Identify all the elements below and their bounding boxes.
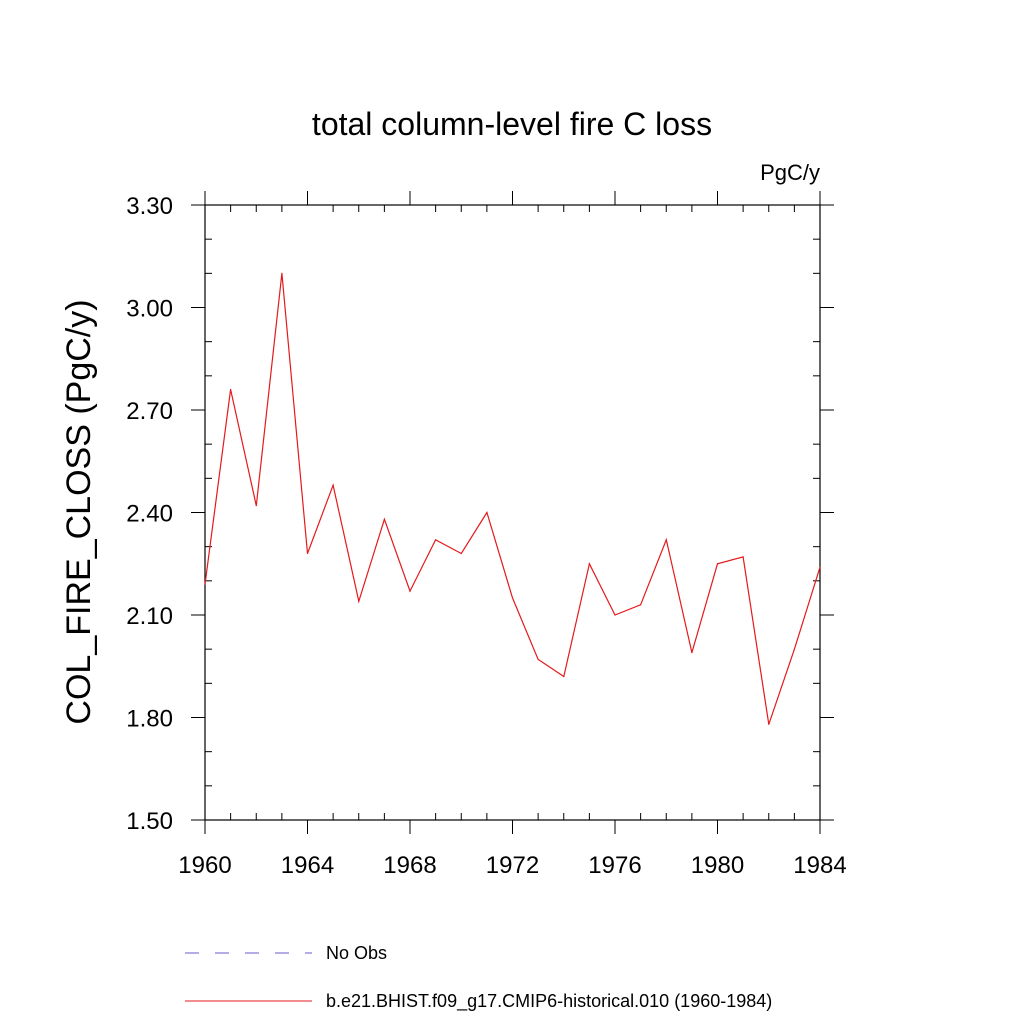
data-point <box>383 518 385 520</box>
data-point <box>281 272 283 274</box>
axis-ticks: 1960 1964 1968 1972 1976 1980 1984 1.50 1.80 2.10… <box>126 191 847 879</box>
y-axis-label: COL_FIRE_CLOSS (PgC/y) <box>60 299 98 724</box>
data-point <box>435 539 437 541</box>
x-tick-label: 1964 <box>281 852 334 879</box>
data-point <box>511 597 514 599</box>
data-point <box>358 600 360 602</box>
x-tick-label: 1980 <box>691 852 744 879</box>
data-point <box>640 604 642 606</box>
series-layer <box>204 272 821 725</box>
data-point <box>665 539 667 541</box>
chart-title: total column-level fire C loss <box>312 106 712 142</box>
data-point <box>537 658 539 661</box>
data-point <box>332 484 334 486</box>
data-point <box>409 590 411 592</box>
legend-label: No Obs <box>326 943 387 963</box>
data-point <box>793 648 795 650</box>
x-tick-label: 1976 <box>588 852 641 879</box>
unit-label: PgC/y <box>760 160 820 185</box>
y-tick-label: 2.40 <box>126 501 173 528</box>
series-line <box>204 273 821 725</box>
data-point <box>204 583 206 585</box>
data-point <box>486 511 488 514</box>
y-tick-label: 2.70 <box>126 398 173 425</box>
y-tick-label: 3.00 <box>126 296 173 323</box>
legend: No Obs b.e21.BHIST.f09_g17.CMIP6-historic… <box>185 943 772 1012</box>
legend-label: b.e21.BHIST.f09_g17.CMIP6-historical.010… <box>326 991 772 1012</box>
x-tick-label: 1972 <box>486 852 539 879</box>
x-tick-label: 1960 <box>178 852 231 879</box>
data-point <box>230 388 232 391</box>
data-point <box>255 505 257 507</box>
data-point <box>819 566 821 568</box>
data-point <box>460 552 462 555</box>
data-point <box>691 651 693 654</box>
data-point <box>716 563 719 565</box>
plot-frame <box>204 204 821 821</box>
data-point <box>563 675 565 678</box>
data-point <box>768 723 770 725</box>
y-tick-label: 1.50 <box>126 808 173 835</box>
data-point <box>588 563 590 565</box>
y-tick-label: 2.10 <box>126 603 173 630</box>
data-point <box>306 552 309 555</box>
data-point <box>614 614 616 616</box>
x-tick-label: 1968 <box>383 852 436 879</box>
x-tick-label: 1984 <box>793 852 846 879</box>
data-point <box>742 556 744 558</box>
y-tick-label: 1.80 <box>126 706 173 733</box>
y-tick-label: 3.30 <box>126 193 173 220</box>
